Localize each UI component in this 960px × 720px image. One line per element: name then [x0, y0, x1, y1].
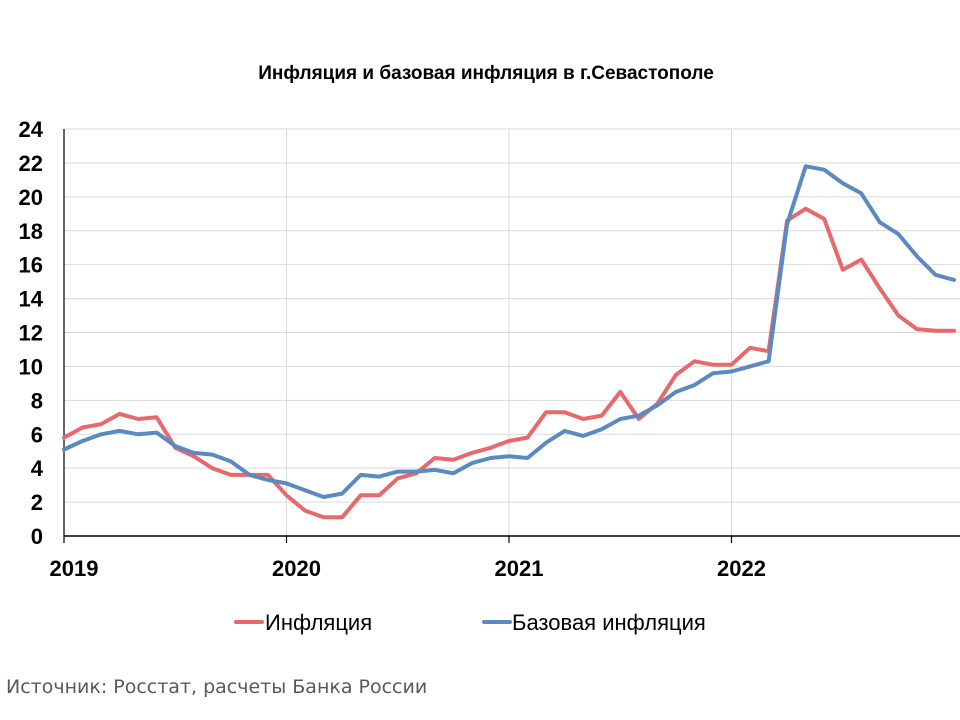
- y-tick-label: 18: [19, 219, 43, 244]
- x-tick-label: 2022: [717, 556, 766, 581]
- y-tick-label: 0: [31, 524, 43, 549]
- chart-title: Инфляция и базовая инфляция в г.Севастоп…: [258, 63, 714, 84]
- y-tick-label: 20: [19, 185, 43, 210]
- y-tick-label: 10: [19, 354, 43, 379]
- y-tick-label: 12: [19, 321, 43, 346]
- axes: [63, 129, 960, 543]
- grid: [63, 128, 960, 536]
- y-tick-label: 8: [31, 388, 43, 413]
- x-tick-label: 2021: [495, 556, 544, 581]
- x-tick-label: 2019: [50, 556, 99, 581]
- y-tick-label: 2: [31, 490, 43, 515]
- x-axis-ticks: 2019 2020 2021 2022: [50, 556, 766, 581]
- legend-label: Базовая инфляция: [512, 610, 706, 635]
- y-tick-label: 6: [31, 422, 43, 447]
- series-lines: [62, 164, 956, 520]
- series-line-core-inflation: [62, 164, 956, 499]
- legend: Инфляция Базовая инфляция: [234, 610, 706, 635]
- y-tick-label: 22: [19, 151, 43, 176]
- x-tick-label: 2020: [272, 556, 321, 581]
- y-tick-label: 16: [19, 253, 43, 278]
- y-tick-label: 14: [19, 287, 44, 312]
- y-tick-label: 24: [19, 117, 44, 142]
- series-line-inflation: [62, 206, 956, 520]
- legend-label: Инфляция: [265, 610, 372, 635]
- y-tick-label: 4: [31, 456, 44, 481]
- source-note: Источник: Росстат, расчеты Банка России: [6, 676, 428, 698]
